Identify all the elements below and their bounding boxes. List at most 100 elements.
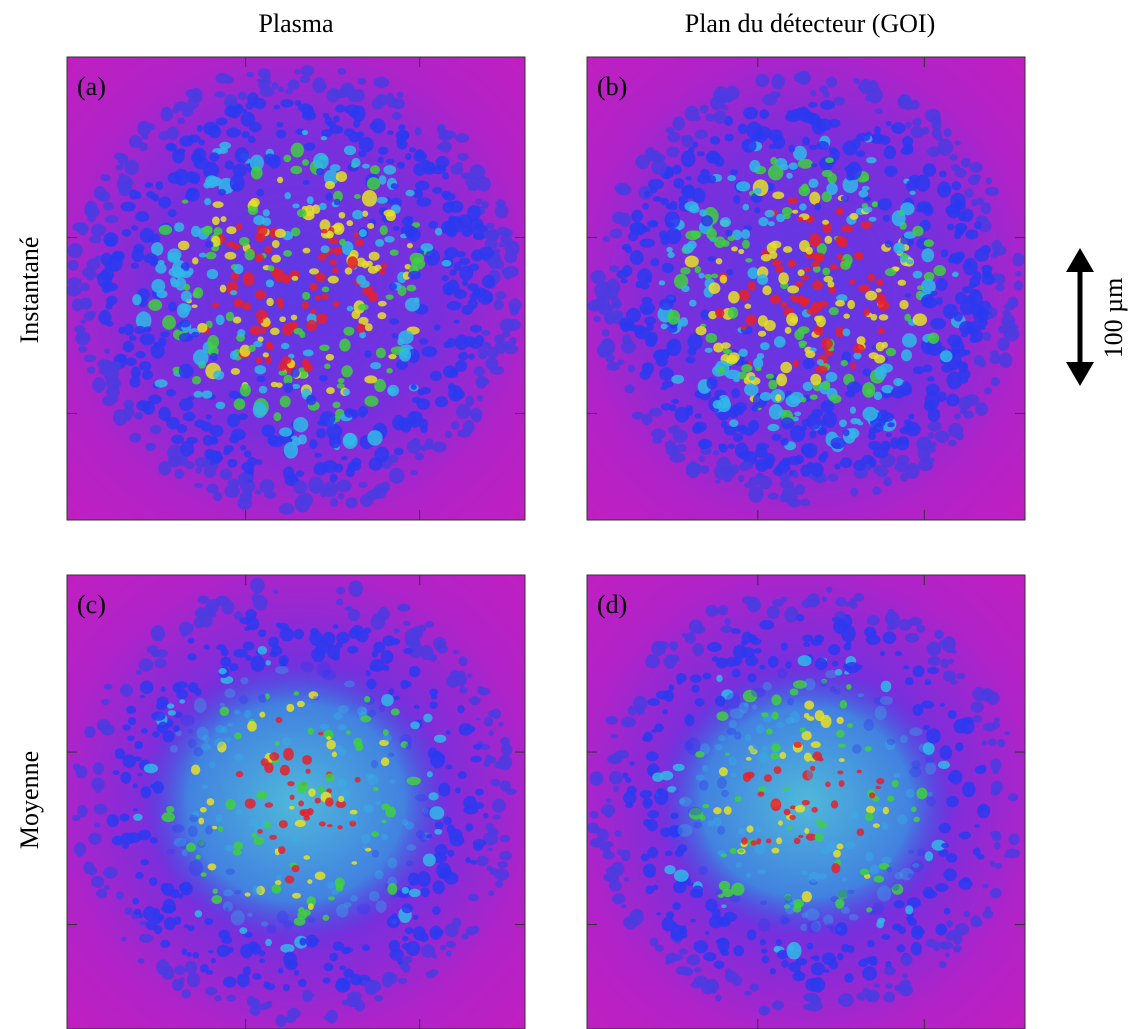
speckle (660, 197, 669, 206)
speckle (811, 260, 821, 268)
speckle (290, 367, 300, 378)
speckle (718, 605, 729, 616)
speckle (880, 680, 892, 693)
speckle (706, 227, 717, 240)
speckle (174, 965, 186, 976)
speckle (224, 845, 234, 852)
speckle (687, 332, 703, 351)
speckle (912, 863, 920, 868)
speckle (67, 284, 82, 297)
speckle (766, 242, 778, 254)
speckle (995, 273, 1006, 285)
speckle (232, 849, 242, 856)
speckle (199, 964, 209, 973)
speckle (379, 739, 389, 746)
speckle (663, 654, 677, 669)
speckle (226, 127, 241, 138)
speckle (478, 246, 494, 260)
speckle (608, 265, 620, 273)
speckle (911, 760, 921, 769)
speckle (757, 869, 766, 875)
speckle (922, 364, 933, 373)
speckle (867, 939, 875, 948)
speckle (620, 849, 631, 861)
speckle (278, 655, 289, 666)
speckle (299, 75, 311, 84)
speckle (121, 228, 132, 237)
speckle (963, 410, 974, 419)
speckle (215, 117, 228, 126)
speckle (793, 741, 802, 748)
speckle (72, 222, 89, 233)
speckle (984, 186, 1000, 197)
speckle (672, 429, 688, 443)
speckle (374, 994, 384, 1002)
speckle (101, 699, 110, 705)
speckle (612, 211, 626, 225)
speckle (863, 308, 870, 316)
speckle (320, 136, 328, 141)
speckle (411, 396, 422, 404)
speckle (717, 937, 730, 953)
speckle (902, 143, 914, 154)
speckle (283, 374, 293, 385)
speckle (198, 252, 207, 258)
speckle (649, 937, 659, 947)
speckle (768, 129, 783, 142)
speckle (958, 396, 972, 411)
speckle (336, 383, 345, 389)
speckle (717, 367, 726, 374)
speckle (366, 678, 377, 690)
speckle (845, 601, 851, 607)
speckle (955, 432, 964, 441)
speckle (286, 703, 295, 713)
speckle (866, 156, 877, 164)
speckle (505, 788, 517, 796)
speckle (679, 798, 686, 805)
speckle (797, 158, 813, 169)
speckle (694, 413, 702, 419)
speckle (133, 813, 143, 821)
speckle (373, 76, 390, 89)
speckle (716, 674, 723, 683)
speckle (935, 134, 943, 141)
speckle (120, 201, 136, 212)
speckle (457, 351, 469, 361)
speckle (497, 861, 509, 869)
speckle (299, 937, 307, 946)
speckle (465, 926, 478, 936)
speckle (209, 612, 217, 618)
speckle (700, 168, 710, 179)
speckle (377, 156, 384, 164)
speckle (227, 478, 241, 488)
speckle (332, 300, 340, 308)
speckle (231, 184, 240, 191)
speckle (337, 67, 347, 75)
speckle (841, 876, 848, 882)
speckle (970, 915, 982, 928)
speckle (806, 992, 819, 1004)
speckle (432, 928, 444, 936)
speckle (404, 152, 412, 160)
speckle (665, 952, 678, 963)
speckle (602, 236, 611, 243)
speckle (591, 826, 602, 834)
speckle (279, 764, 290, 776)
speckle (140, 728, 148, 734)
speckle (247, 467, 255, 475)
speckle (378, 705, 386, 713)
speckle (953, 948, 961, 953)
speckle (900, 953, 913, 966)
speckle (678, 948, 689, 955)
speckle (876, 806, 883, 812)
speckle (187, 134, 201, 143)
speckle (873, 875, 885, 883)
speckle (877, 328, 885, 334)
speckle (777, 820, 783, 826)
speckle (509, 306, 520, 316)
speckle (927, 655, 941, 666)
speckle (336, 903, 349, 918)
speckle (155, 180, 164, 190)
speckle (740, 324, 748, 330)
speckle (253, 98, 267, 110)
